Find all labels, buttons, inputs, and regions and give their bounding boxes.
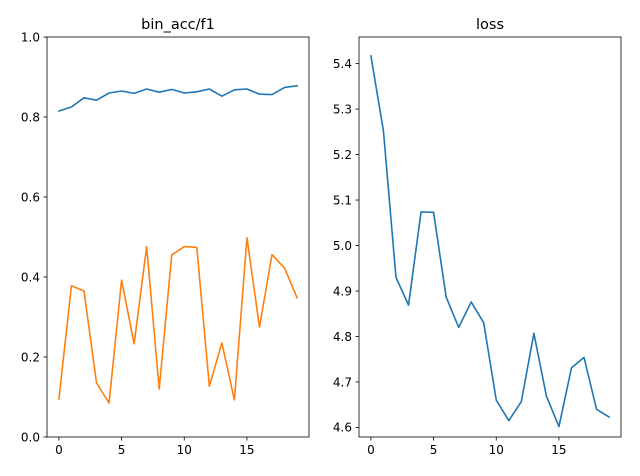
panel-title: bin_acc/f1	[141, 17, 215, 33]
y-tick-label: 5.0	[333, 239, 352, 253]
y-tick-label: 5.2	[333, 148, 352, 162]
x-tick-label: 15	[551, 443, 566, 457]
series-line-0	[369, 54, 611, 428]
x-tick-label: 0	[367, 443, 375, 457]
panel-title: loss	[476, 17, 504, 33]
y-tick-label: 0.8	[21, 110, 40, 124]
y-tick-label: 0.2	[21, 350, 40, 364]
series-line-0	[57, 84, 298, 113]
x-tick-label: 10	[177, 443, 192, 457]
y-tick-label: 4.8	[333, 330, 352, 344]
y-tick-label: 4.9	[333, 284, 352, 298]
panel-bin-acc-f1: bin_acc/f1 0 5 10 15 0.0 0.2 0.4 0.6 0.8 1.0	[21, 17, 310, 457]
series-line-1	[58, 237, 299, 404]
x-tick-label: 5	[118, 443, 126, 457]
y-tick-label: 4.6	[333, 421, 352, 435]
x-tick-label: 5	[430, 443, 438, 457]
x-tick-label: 0	[55, 443, 63, 457]
x-tick-label: 15	[239, 443, 254, 457]
axes-frame	[46, 36, 310, 438]
y-tick-label: 1.0	[21, 30, 40, 44]
y-tick-label: 4.7	[333, 375, 352, 389]
plot-area-loss: 0 5 10 15 4.6 4.7 4.8 4.9 5.0 5.1 5.2 5.3 5.4	[333, 36, 622, 457]
plot-area-bin-acc-f1: 0 5 10 15 0.0 0.2 0.4 0.6 0.8 1.0	[21, 30, 310, 457]
y-tick-label: 0.4	[21, 270, 40, 284]
y-tick-label: 5.3	[333, 102, 352, 116]
x-tick-label: 10	[489, 443, 504, 457]
y-tick-label: 0.0	[21, 430, 40, 444]
y-tick-label: 5.1	[333, 193, 352, 207]
y-tick-label: 5.4	[333, 57, 352, 71]
axes-frame	[358, 36, 622, 438]
panel-loss: loss 0 5 10 15 4.6 4.7 4.8 4.9 5.0 5.1 5.2 5.3 5.4	[333, 17, 622, 457]
y-tick-label: 0.6	[21, 190, 40, 204]
